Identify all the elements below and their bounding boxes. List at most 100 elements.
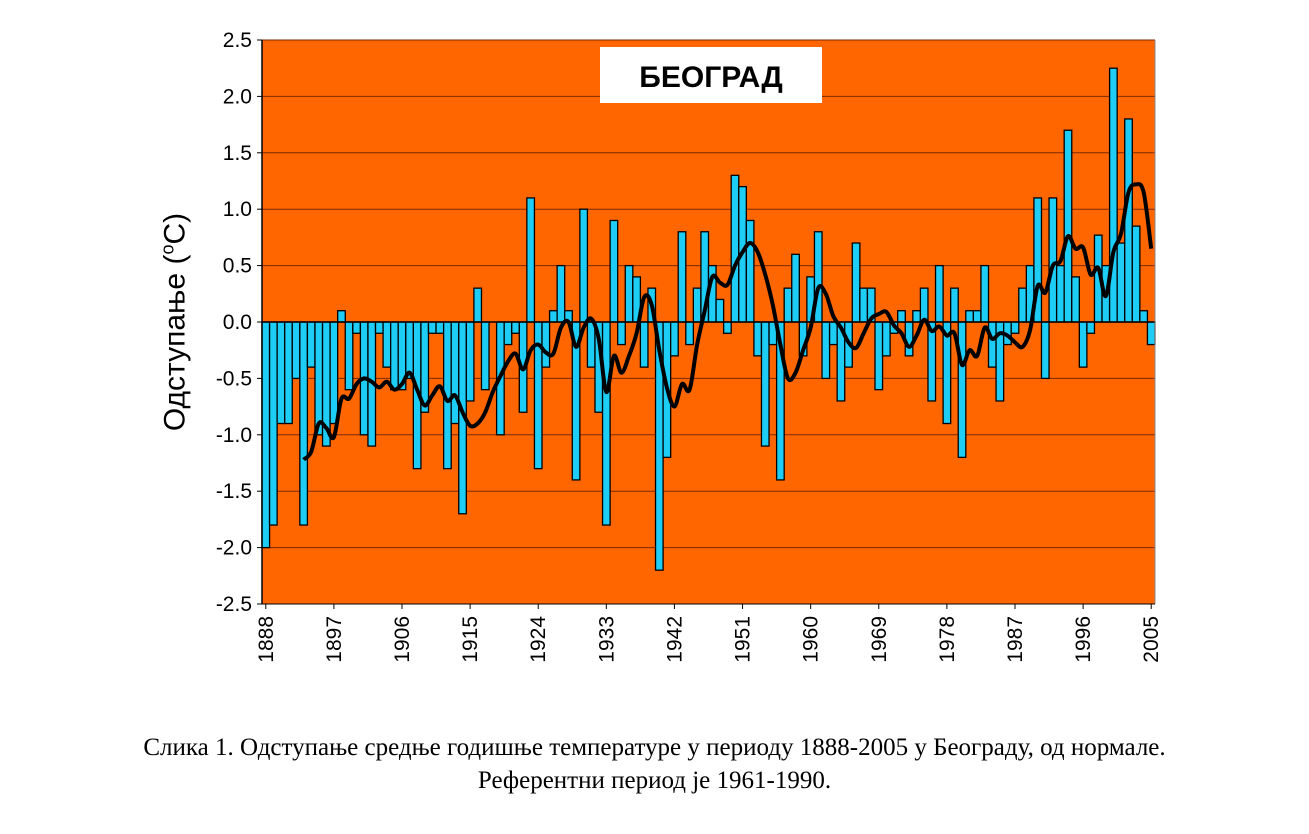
bar-1967 (859, 287, 869, 323)
caption-line-2: Референтни период је 1961-1990. (477, 767, 832, 794)
bar-2001 (1116, 242, 1126, 323)
bar-1950 (730, 174, 740, 323)
bar-1936 (624, 264, 634, 323)
bar-1903 (374, 321, 384, 334)
bar-1942 (670, 321, 679, 357)
bar-1970 (881, 321, 891, 357)
y-tick-label: 0.0 (223, 311, 252, 334)
y-tick-label: 2.5 (223, 29, 252, 52)
bar-1953 (753, 321, 763, 357)
degree-superscript: o (157, 244, 178, 255)
bar-1976 (927, 321, 937, 402)
y-axis-unit: C) (158, 212, 192, 245)
bar-1888 (261, 321, 271, 549)
bar-1889 (268, 321, 278, 526)
bar-1934 (609, 219, 619, 323)
bar-1913 (450, 321, 460, 425)
x-tick-label: 1960 (800, 616, 823, 663)
x-tick-label: 1987 (1004, 616, 1027, 663)
bar-1916 (473, 287, 483, 323)
y-tick-label: -0.5 (216, 367, 252, 390)
y-tick-label: 1.5 (223, 142, 252, 165)
bar-1895 (314, 321, 324, 436)
bar-1979 (950, 287, 959, 323)
bar-1943 (677, 231, 687, 323)
bar-1926 (548, 310, 558, 323)
bar-1962 (821, 321, 831, 380)
bar-1931 (586, 321, 596, 368)
bar-1991 (1040, 321, 1050, 380)
bar-1927 (556, 264, 566, 323)
bar-1993 (1055, 264, 1065, 323)
bar-1893 (299, 321, 309, 526)
y-axis-title: Одступање (oC) (158, 213, 193, 431)
bar-1899 (344, 321, 354, 391)
bar-1980 (957, 321, 967, 459)
bar-1907 (405, 321, 415, 380)
bar-1948 (715, 298, 725, 323)
bar-1933 (601, 321, 611, 526)
x-tick-label: 1978 (936, 616, 959, 663)
x-tick-label: 1951 (732, 616, 755, 663)
bar-1966 (851, 242, 861, 323)
y-tick-label: -1.0 (216, 424, 252, 447)
x-tick-label: 1969 (868, 616, 891, 663)
bar-1915 (465, 321, 475, 402)
bar-1910 (427, 321, 437, 334)
bar-1954 (760, 321, 770, 447)
bar-1974 (912, 310, 922, 323)
bar-1904 (382, 321, 392, 368)
bar-1949 (722, 321, 732, 334)
bar-2002 (1124, 118, 1133, 323)
bar-1997 (1086, 321, 1096, 334)
x-tick-label: 1897 (323, 616, 346, 663)
bar-1920 (503, 321, 513, 346)
x-tick-label: 1942 (663, 616, 686, 663)
bar-1963 (828, 321, 838, 346)
x-tick-label: 1924 (527, 616, 550, 663)
x-tick-label: 1915 (459, 616, 482, 663)
bar-1917 (480, 321, 490, 391)
caption-line-1: Слика 1. Одступање средње годишње темпер… (143, 734, 1166, 761)
bar-1930 (579, 208, 589, 323)
bar-1994 (1063, 129, 1073, 323)
bar-1996 (1078, 321, 1088, 368)
bar-2003 (1131, 225, 1141, 323)
bar-1898 (337, 310, 346, 323)
bar-1905 (390, 321, 399, 391)
bar-1975 (919, 287, 929, 323)
bar-1925 (541, 321, 551, 368)
bar-1972 (897, 310, 906, 323)
bar-1983 (980, 264, 990, 323)
bar-1958 (791, 253, 800, 323)
bar-1952 (745, 219, 755, 323)
y-axis-title-text: Одступање ( (158, 254, 192, 432)
bar-1891 (284, 321, 293, 425)
bar-1944 (685, 321, 695, 346)
bar-1938 (639, 321, 649, 368)
bar-1897 (329, 321, 339, 425)
chart: 2.5 2.0 1.5 1.0 0.5 0.0 -0.5 -1.0 -1.5 -2.0 -2.5 1… (216, 29, 1163, 663)
x-tick-label: 2005 (1140, 616, 1163, 663)
x-tick-label: 1906 (391, 616, 414, 663)
x-tick-label: 1996 (1072, 616, 1095, 663)
bar-1995 (1071, 276, 1080, 323)
x-tick-label: 1933 (595, 616, 618, 663)
bar-1945 (692, 287, 702, 323)
bar-2000 (1108, 67, 1118, 323)
bar-1923 (526, 197, 536, 323)
y-tick-label: -2.0 (216, 537, 252, 560)
bar-1900 (352, 321, 362, 334)
bar-2005 (1146, 321, 1156, 346)
bar-1969 (874, 321, 884, 391)
x-tick-label: 1888 (255, 616, 278, 663)
y-tick-label: 2.0 (223, 85, 252, 108)
bar-1988 (1018, 287, 1027, 323)
bar-1957 (783, 287, 793, 323)
bar-1982 (972, 310, 982, 323)
bar-1894 (306, 321, 316, 368)
y-tick-label: -1.5 (216, 480, 252, 503)
bar-1977 (934, 264, 944, 323)
y-tick-label: 1.0 (223, 198, 252, 221)
chart-title: БЕОГРАД (639, 61, 782, 94)
